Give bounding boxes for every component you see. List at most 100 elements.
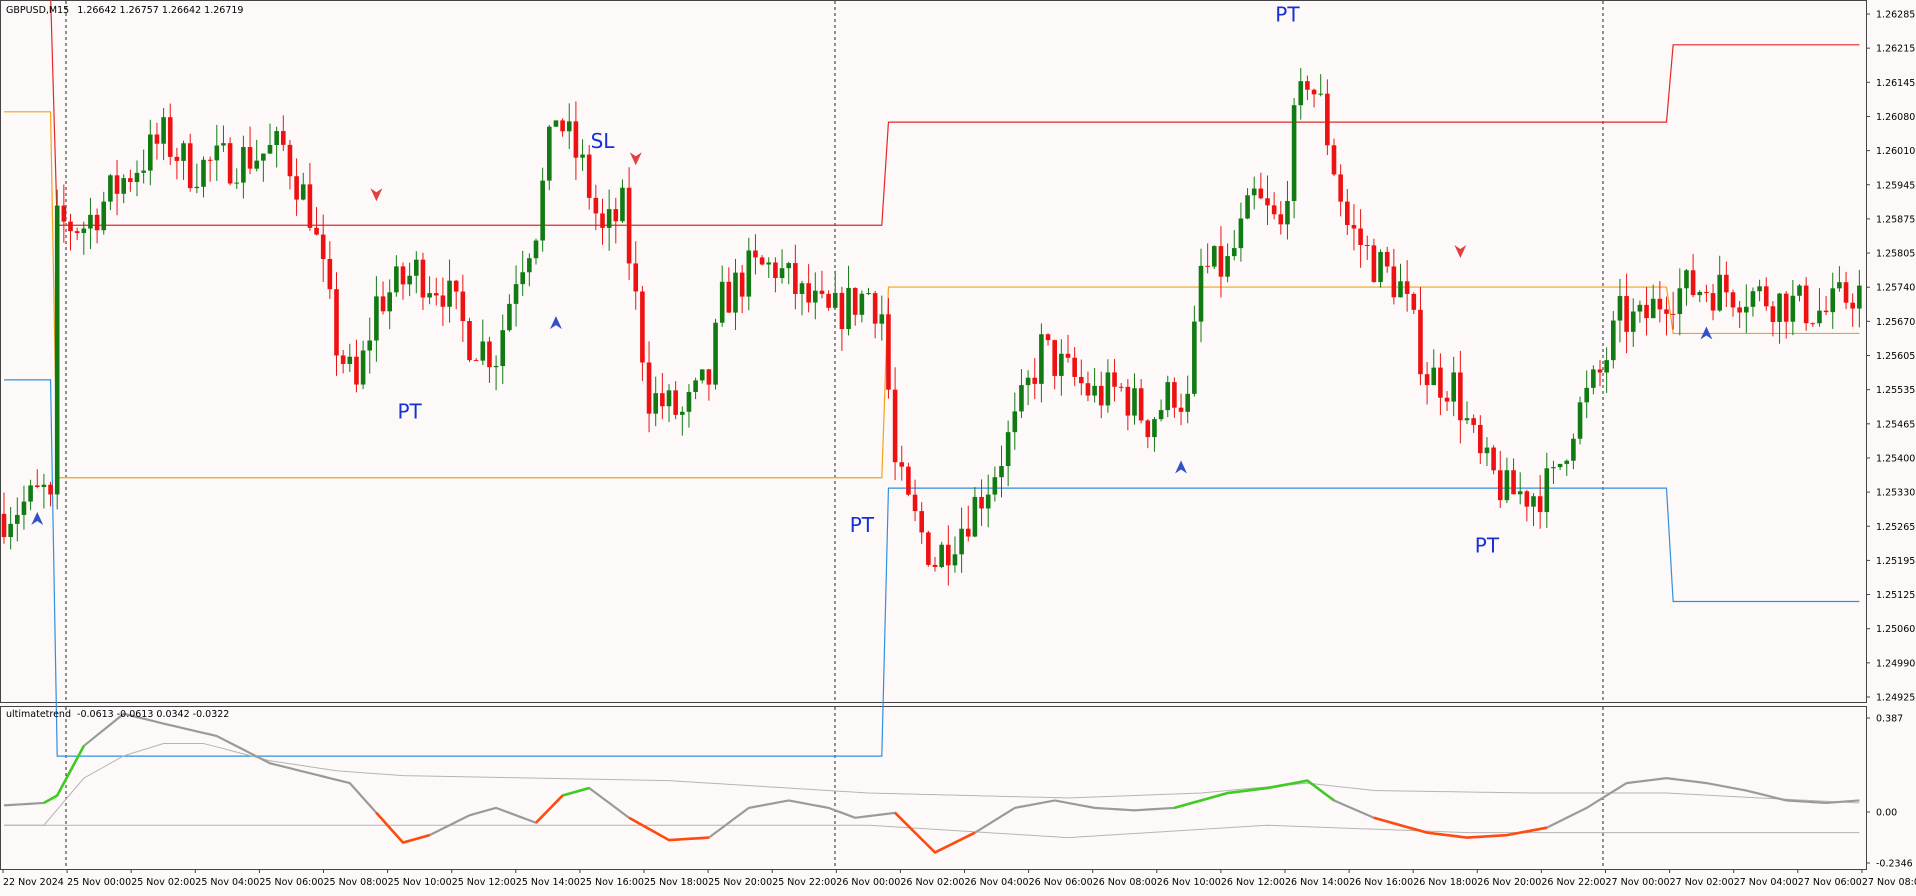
bear-candle <box>826 293 831 308</box>
bear-candle <box>1358 228 1363 246</box>
bear-candle <box>906 466 911 495</box>
time-tick-label: 25 Nov 04:00 <box>195 877 259 888</box>
bull-candle <box>1005 432 1011 467</box>
bull-candle <box>1744 306 1749 313</box>
bull-candle <box>939 544 944 568</box>
bear-candle <box>460 291 466 322</box>
bear-candle <box>74 231 80 233</box>
price-tick-label: 1.25605 <box>1876 351 1915 362</box>
bear-candle <box>560 120 565 132</box>
bull-candle <box>221 143 226 146</box>
bull-candle <box>414 259 419 276</box>
price-tick-label: 1.24990 <box>1876 658 1915 669</box>
time-tick-label: 25 Nov 06:00 <box>259 877 323 888</box>
bull-candle <box>1777 293 1782 322</box>
bear-candle <box>593 197 599 214</box>
bear-candle <box>926 532 931 565</box>
bear-candle <box>1138 388 1144 421</box>
upper-level-line <box>50 0 1860 226</box>
bear-candle <box>287 144 293 177</box>
bear-candle <box>1770 306 1776 322</box>
bear-candle <box>892 389 898 463</box>
time-tick-label: 26 Nov 12:00 <box>1221 877 1285 888</box>
bull-candle <box>513 284 519 304</box>
bull-candle <box>813 290 818 303</box>
bear-candle <box>467 321 472 361</box>
bull-candle <box>846 287 851 330</box>
bull-candle <box>620 187 625 222</box>
price-tick-label: 1.25060 <box>1876 624 1915 635</box>
bull-candle <box>374 296 379 341</box>
bear-candle <box>1424 374 1430 386</box>
bull-candle <box>972 496 978 537</box>
time-tick-label: 26 Nov 14:00 <box>1285 877 1349 888</box>
buy-arrow-icon <box>549 316 562 330</box>
sell-arrow-icon <box>370 188 383 202</box>
bull-candle <box>101 201 107 231</box>
bear-candle <box>154 134 160 144</box>
bear-candle <box>600 213 605 228</box>
bear-candle <box>1338 174 1343 202</box>
bear-candle <box>793 263 798 294</box>
bull-candle <box>1551 467 1556 469</box>
bull-candle <box>786 263 791 269</box>
bear-candle <box>1710 293 1716 311</box>
bear-candle <box>613 209 619 222</box>
bull-candle <box>108 175 113 202</box>
bull-candle <box>1697 292 1703 296</box>
bull-candle <box>15 514 20 524</box>
bull-candle <box>1251 188 1257 196</box>
bull-candle <box>547 126 552 181</box>
bull-candle <box>733 272 738 313</box>
bull-candle <box>985 494 991 509</box>
mid-level-line <box>4 111 1860 479</box>
bear-candle <box>1325 93 1330 146</box>
bull-candle <box>394 266 399 293</box>
bear-candle <box>1364 245 1370 247</box>
bull-candle <box>141 170 146 173</box>
bear-candle <box>487 341 492 368</box>
bear-candle <box>227 143 233 184</box>
bear-candle <box>586 154 592 198</box>
bear-candle <box>1145 420 1151 438</box>
bull-candle <box>201 159 206 187</box>
price-tick-label: 1.25670 <box>1876 317 1915 328</box>
bear-candle <box>1079 376 1084 384</box>
bull-candle <box>779 268 785 279</box>
time-tick-label: 26 Nov 22:00 <box>1541 877 1605 888</box>
bull-candle <box>693 380 698 392</box>
time-tick-label: 25 Nov 10:00 <box>388 877 452 888</box>
bear-candle <box>453 280 459 292</box>
time-tick-label: 27 Nov 00:00 <box>1606 877 1670 888</box>
bull-candle <box>1464 418 1470 421</box>
bull-candle <box>1650 298 1656 319</box>
baseline-line <box>4 824 1860 839</box>
bear-candle <box>314 227 319 235</box>
bear-candle <box>114 175 120 194</box>
buy-arrow-icon <box>1700 326 1713 340</box>
bear-candle <box>633 263 639 292</box>
level-lines <box>4 0 1860 757</box>
sell-arrow-icon <box>1454 244 1467 258</box>
price-panel[interactable] <box>65 1 1604 702</box>
bear-candle <box>1205 265 1210 267</box>
bear-candle <box>1737 307 1742 313</box>
bull-candle <box>447 280 452 307</box>
bear-candle <box>1045 334 1051 341</box>
bull-candle <box>387 292 392 312</box>
bear-candle <box>1384 251 1390 267</box>
ohlc-readout: 1.26642 1.26757 1.26642 1.26719 <box>77 5 243 16</box>
indicator-tick-label: 0.00 <box>1876 808 1897 819</box>
bull-candle <box>88 214 93 229</box>
bear-candle <box>1664 309 1669 314</box>
svg-text:ultimatetrend -0.0613 -0.0: ultimatetrend -0.0613 -0.0613 0.0342 -0.… <box>6 709 229 720</box>
bull-candle <box>21 501 27 515</box>
bull-candle <box>148 134 153 171</box>
price-tick-label: 1.25125 <box>1876 590 1915 601</box>
indicator-panel[interactable] <box>65 707 1604 869</box>
indicator-values: -0.0613 -0.0613 0.0342 -0.0322 <box>77 709 229 720</box>
time-tick-label: 25 Nov 14:00 <box>516 877 580 888</box>
bear-candle <box>1783 293 1789 322</box>
time-tick-label: 25 Nov 20:00 <box>708 877 772 888</box>
